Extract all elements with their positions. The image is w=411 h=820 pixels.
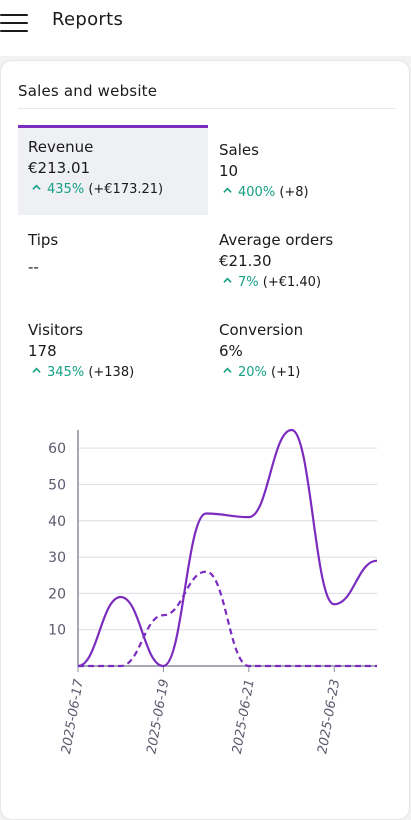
kpi-tile-sales[interactable]: Sales 10 400% (+8)	[209, 128, 399, 218]
arrow-up-icon	[32, 184, 41, 190]
kpi-change-absolute: (+8)	[279, 185, 309, 200]
x-tick-label: 2025-06-21	[230, 678, 258, 755]
kpi-change: 20% (+1)	[219, 362, 389, 384]
line-chart-svg: 10 20 30 40 50 60 2025-06-17 2025-06-19 2025-06-…	[48, 428, 378, 755]
kpi-change-percent: 7%	[238, 275, 259, 290]
x-tick-label: 2025-06-23	[315, 678, 343, 755]
kpi-change: 7% (+€1.40)	[219, 272, 389, 294]
top-app-bar: Reports	[0, 0, 411, 56]
kpi-change: 345% (+138)	[28, 362, 198, 384]
kpi-label: Sales	[219, 141, 259, 159]
kpi-change-absolute: (+138)	[88, 365, 135, 380]
card-title: Sales and website	[18, 82, 158, 100]
y-tick-label: 60	[48, 441, 66, 457]
kpi-change-percent: 435%	[47, 182, 85, 197]
kpi-label: Revenue	[28, 138, 94, 156]
page-title: Reports	[52, 9, 124, 30]
arrow-up-icon	[223, 187, 232, 193]
series-line-dashed	[77, 570, 377, 668]
kpi-label: Tips	[28, 231, 59, 249]
kpi-change-absolute: (+1)	[271, 365, 301, 380]
kpi-change-percent: 400%	[238, 185, 276, 200]
y-tick-label: 10	[48, 623, 66, 639]
kpi-value: --	[28, 258, 39, 276]
hamburger-menu-icon[interactable]	[0, 12, 30, 34]
arrow-up-icon	[32, 367, 41, 373]
kpi-change: 400% (+8)	[219, 182, 389, 204]
kpi-label: Conversion	[219, 321, 304, 339]
kpi-tile-conversion[interactable]: Conversion 6% 20% (+1)	[209, 308, 399, 398]
kpi-label: Average orders	[219, 231, 334, 249]
arrow-up-icon	[223, 277, 232, 283]
kpi-tile-tips[interactable]: Tips --	[18, 218, 208, 308]
x-tick-label: 2025-06-17	[59, 677, 87, 755]
kpi-value: €21.30	[219, 252, 272, 270]
kpi-tile-revenue[interactable]: Revenue €213.01 435% (+€173.21)	[18, 125, 208, 215]
arrow-up-icon	[223, 367, 232, 373]
kpi-tile-visitors[interactable]: Visitors 178 345% (+138)	[18, 308, 208, 398]
kpi-tile-average-orders[interactable]: Average orders €21.30 7% (+€1.40)	[209, 218, 399, 308]
revenue-chart: 10 20 30 40 50 60 2025-06-17 2025-06-19 2025-06-…	[0, 420, 411, 800]
kpi-change-absolute: (+€1.40)	[262, 275, 322, 290]
kpi-change-absolute: (+€173.21)	[88, 182, 164, 197]
y-tick-label: 20	[48, 586, 66, 602]
kpi-value: 6%	[219, 342, 243, 360]
kpi-change-percent: 345%	[47, 365, 85, 380]
kpi-value: 178	[28, 342, 57, 360]
y-tick-label: 40	[48, 514, 66, 530]
kpi-value: €213.01	[28, 159, 91, 177]
kpi-change: 435% (+€173.21)	[28, 179, 198, 201]
x-tick-label: 2025-06-19	[144, 678, 172, 755]
kpi-change-percent: 20%	[238, 365, 267, 380]
y-tick-label: 30	[48, 550, 66, 566]
series-line-solid	[77, 428, 378, 668]
kpi-value: 10	[219, 162, 239, 180]
y-tick-label: 50	[48, 477, 66, 493]
card-divider	[18, 108, 396, 109]
kpi-label: Visitors	[28, 321, 84, 339]
